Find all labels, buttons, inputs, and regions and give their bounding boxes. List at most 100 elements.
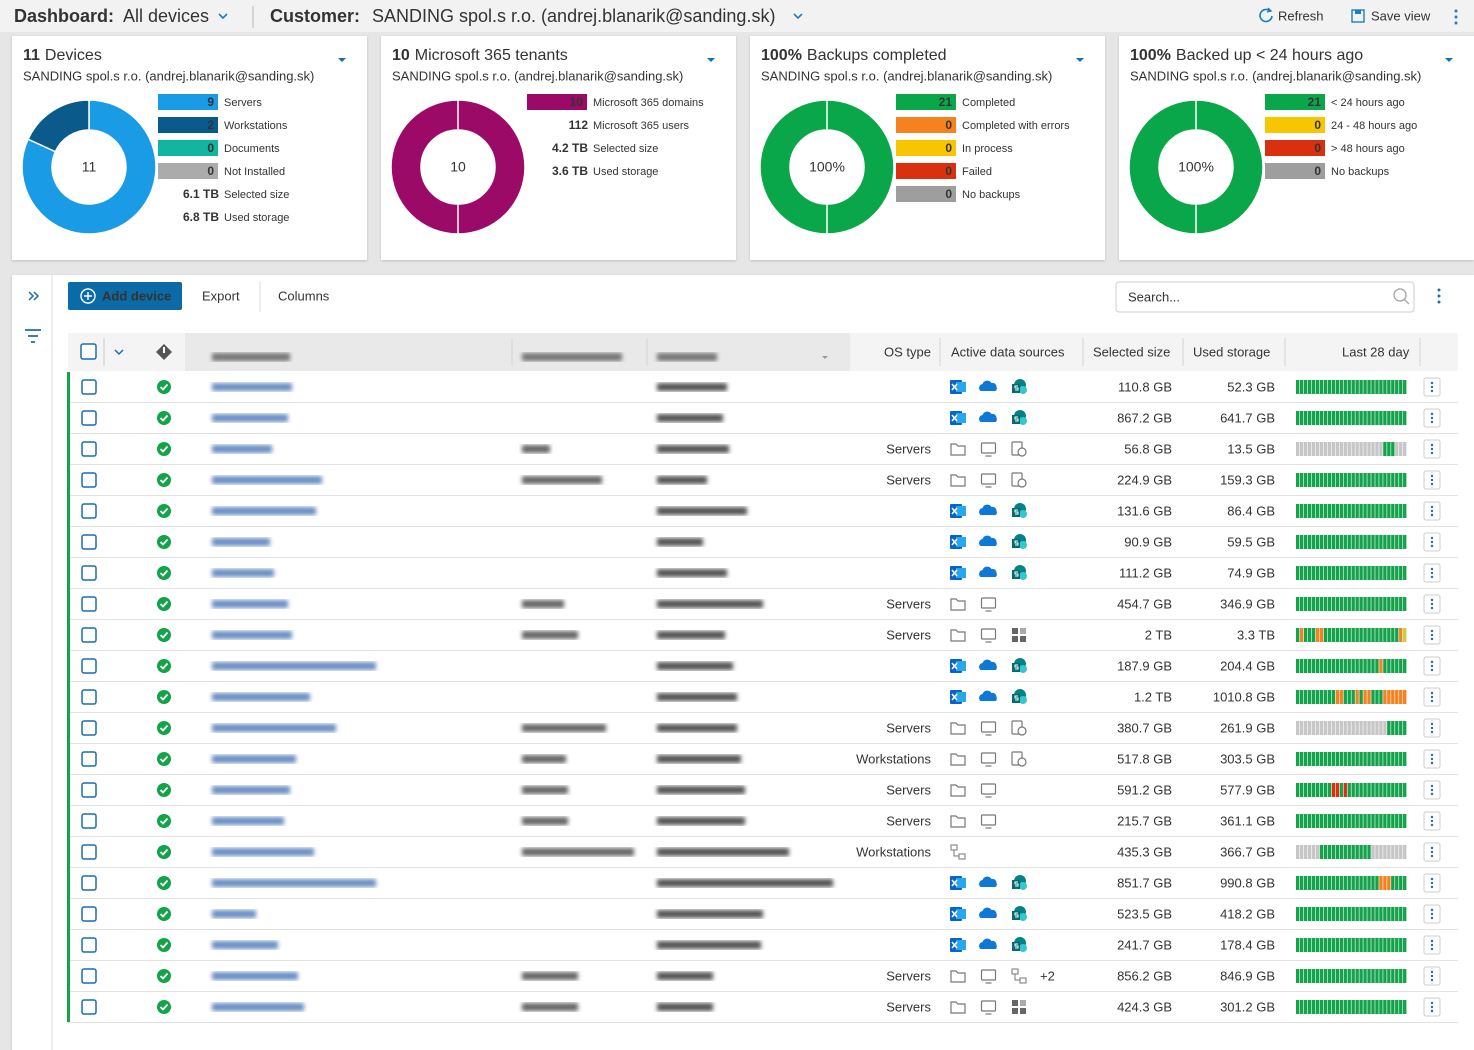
customer-select[interactable]: SANDING spol.s r.o. (andrej.blanarik@san…: [372, 6, 775, 26]
history-cell: [1387, 969, 1390, 983]
card-title: 11Devices: [23, 47, 102, 64]
blurred-customer: [657, 600, 763, 608]
row-checkbox[interactable]: [82, 752, 96, 766]
history-cell: [1383, 597, 1386, 611]
row-checkbox[interactable]: [82, 628, 96, 642]
stat-label: Microsoft 365 users: [593, 120, 689, 132]
history-cell: [1308, 659, 1311, 673]
history-cell: [1320, 938, 1323, 952]
kebab-dot: [1431, 599, 1433, 601]
grid-icon: [1012, 1008, 1018, 1014]
row-checkbox[interactable]: [82, 535, 96, 549]
history-cell: [1367, 504, 1370, 518]
os-type: Servers: [886, 627, 931, 642]
history-cell: [1340, 752, 1343, 766]
history-cell: [1304, 969, 1307, 983]
history-cell: [1391, 907, 1394, 921]
history-cell: [1395, 411, 1398, 425]
history-cell: [1403, 566, 1406, 580]
row-checkbox[interactable]: [82, 721, 96, 735]
more-sources[interactable]: +2: [1040, 968, 1055, 983]
history-cell: [1304, 690, 1307, 704]
history-cell: [1371, 659, 1374, 673]
history-cell: [1363, 504, 1366, 518]
blurred-customer: [657, 476, 707, 484]
legend-value: 0: [945, 164, 952, 178]
history-cell: [1304, 597, 1307, 611]
status-ok: [157, 969, 171, 983]
blurred-computer-name: [522, 724, 606, 732]
settings-icon: [1018, 448, 1026, 456]
history-cell: [1383, 783, 1386, 797]
row-checkbox[interactable]: [82, 907, 96, 921]
row-checkbox[interactable]: [82, 876, 96, 890]
row-checkbox[interactable]: [82, 442, 96, 456]
kebab-dot: [1431, 762, 1433, 764]
summary-card: 11DevicesSANDING spol.s r.o. (andrej.bla…: [12, 36, 367, 260]
history-cell: [1359, 783, 1362, 797]
history-cell: [1320, 752, 1323, 766]
history-cell: [1395, 938, 1398, 952]
sharepoint-icon: [1019, 510, 1027, 518]
header-checkbox[interactable]: [81, 344, 96, 359]
history-cell: [1367, 814, 1370, 828]
row-checkbox[interactable]: [82, 597, 96, 611]
row-checkbox[interactable]: [82, 783, 96, 797]
used-storage: 74.9 GB: [1227, 565, 1275, 580]
row-checkbox[interactable]: [82, 1000, 96, 1014]
selected-size: 215.7 GB: [1117, 813, 1172, 828]
refresh-button[interactable]: Refresh: [1278, 8, 1324, 23]
history-cell: [1332, 628, 1335, 642]
history-cell: [1363, 380, 1366, 394]
history-cell: [1399, 566, 1402, 580]
history-cell: [1328, 411, 1331, 425]
row-checkbox[interactable]: [82, 504, 96, 518]
row-checkbox[interactable]: [82, 690, 96, 704]
history-cell: [1371, 442, 1374, 456]
history-cell: [1395, 907, 1398, 921]
history-cell: [1387, 442, 1390, 456]
history-cell: [1316, 628, 1319, 642]
card-title-text: Devices: [45, 47, 102, 64]
row-checkbox[interactable]: [82, 411, 96, 425]
card-title-text: Microsoft 365 tenants: [415, 47, 568, 64]
history-cell: [1383, 907, 1386, 921]
row-checkbox[interactable]: [82, 473, 96, 487]
selected-size: 224.9 GB: [1117, 472, 1172, 487]
stat-value: 6.1 TB: [183, 187, 219, 201]
row-checkbox[interactable]: [82, 938, 96, 952]
kebab-dot: [1438, 289, 1441, 292]
kebab-dot: [1431, 413, 1433, 415]
export-button[interactable]: Export: [202, 288, 240, 303]
history-cell: [1391, 659, 1394, 673]
history-cell: [1363, 752, 1366, 766]
history-cell: [1379, 566, 1382, 580]
row-checkbox[interactable]: [82, 659, 96, 673]
row-checkbox[interactable]: [82, 380, 96, 394]
dashboard-select[interactable]: All devices: [123, 6, 209, 26]
legend-label: < 24 hours ago: [1331, 97, 1405, 109]
history-cell: [1355, 411, 1358, 425]
kebab-dot: [1431, 382, 1433, 384]
save-view-button[interactable]: Save view: [1371, 8, 1431, 23]
history-cell: [1371, 783, 1374, 797]
history-cell: [1324, 628, 1327, 642]
history-cell: [1316, 1000, 1319, 1014]
row-checkbox[interactable]: [82, 566, 96, 580]
row-checkbox[interactable]: [82, 845, 96, 859]
columns-button[interactable]: Columns: [278, 288, 330, 303]
legend-label: Microsoft 365 domains: [593, 97, 704, 109]
legend-label: Completed: [962, 97, 1015, 109]
history-cell: [1320, 473, 1323, 487]
history-cell: [1391, 814, 1394, 828]
settings-icon: [1018, 758, 1026, 766]
blurred-customer: [657, 910, 763, 918]
history-cell: [1308, 380, 1311, 394]
grid-icon: [1020, 628, 1026, 634]
history-cell: [1383, 411, 1386, 425]
history-cell: [1308, 876, 1311, 890]
history-cell: [1379, 690, 1382, 704]
blurred-computer-name: [522, 445, 550, 453]
row-checkbox[interactable]: [82, 969, 96, 983]
row-checkbox[interactable]: [82, 814, 96, 828]
